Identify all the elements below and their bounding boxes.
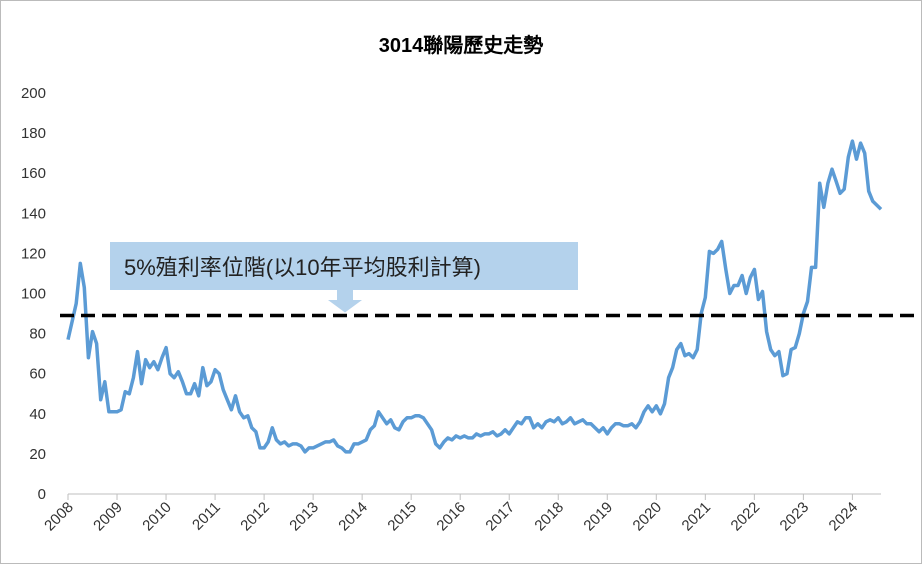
chart-title: 3014聯陽歷史走勢 xyxy=(379,33,544,57)
y-tick-label: 40 xyxy=(29,406,46,423)
y-tick-label: 140 xyxy=(21,205,46,222)
y-tick-label: 60 xyxy=(29,366,46,383)
annotation-text: 5%殖利率位階(以10年平均股利計算) xyxy=(124,255,481,280)
y-tick-label: 100 xyxy=(21,286,46,303)
y-tick-label: 160 xyxy=(21,165,46,182)
y-tick-label: 180 xyxy=(21,125,46,142)
y-tick-label: 80 xyxy=(29,326,46,343)
y-tick-label: 20 xyxy=(29,446,46,463)
annotation-arrow xyxy=(328,290,362,313)
y-tick-label: 200 xyxy=(21,85,46,102)
y-tick-label: 120 xyxy=(21,245,46,262)
line-series xyxy=(66,139,883,454)
y-tick-label: 0 xyxy=(38,486,46,503)
annotation-box xyxy=(110,242,578,290)
